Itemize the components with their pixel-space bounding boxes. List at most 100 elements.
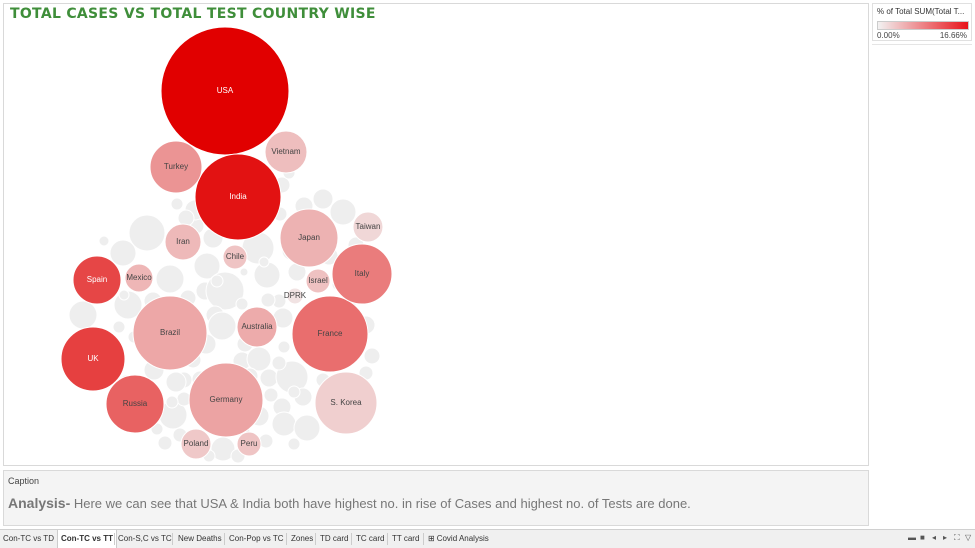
bubble-label-turkey: Turkey — [164, 162, 188, 171]
show-filmstrip-icon[interactable]: ▬ — [908, 533, 916, 542]
bubble-label-australia: Australia — [241, 322, 273, 331]
bubble-unlabeled[interactable] — [258, 256, 270, 268]
bubble-taiwan[interactable] — [352, 211, 384, 243]
bubble-label-poland: Poland — [184, 439, 209, 448]
bubble-unlabeled[interactable] — [263, 387, 279, 403]
fullscreen-icon[interactable]: ⛶ — [954, 533, 960, 542]
tab-con-sc-vs-tc[interactable]: Con-S,C vs TC — [118, 534, 172, 543]
bubble-unlabeled[interactable] — [363, 347, 381, 365]
bubble-australia[interactable] — [236, 306, 278, 348]
bubble-spain[interactable] — [72, 255, 122, 305]
bubble-unlabeled[interactable] — [112, 320, 126, 334]
bubble-unlabeled[interactable] — [128, 214, 166, 252]
bubble-label-chile: Chile — [226, 252, 245, 261]
tab-new-deaths[interactable]: New Deaths — [178, 534, 222, 543]
bubble-unlabeled[interactable] — [165, 371, 187, 393]
bubble-turkey[interactable] — [149, 140, 203, 194]
bubble-unlabeled[interactable] — [165, 395, 179, 409]
bubble-unlabeled[interactable] — [271, 411, 297, 437]
tab-zones[interactable]: Zones — [291, 534, 314, 543]
tab-td-card[interactable]: TD card — [320, 534, 349, 543]
bubble-brazil[interactable] — [132, 295, 208, 371]
bubble-unlabeled[interactable] — [293, 414, 321, 442]
tab-separator — [315, 533, 316, 545]
bubble-unlabeled[interactable] — [210, 274, 224, 288]
tab-separator — [286, 533, 287, 545]
legend-title: % of Total SUM(Total T... — [877, 7, 965, 16]
bubble-label-vietnam: Vietnam — [271, 147, 301, 156]
bubble-dprk[interactable] — [286, 287, 304, 305]
tab-con-tc-vs-td[interactable]: Con-TC vs TD — [3, 534, 54, 543]
bubble-unlabeled[interactable] — [259, 368, 279, 388]
present-mode-icon[interactable]: ▽ — [965, 533, 972, 542]
bubble-label-mexico: Mexico — [126, 273, 152, 282]
bubble-label-france: France — [318, 329, 343, 338]
bubble-peru[interactable] — [236, 431, 262, 457]
bubble-iran[interactable] — [164, 223, 202, 261]
bubble-france[interactable] — [291, 295, 369, 373]
bubble-unlabeled[interactable] — [329, 198, 357, 226]
bubble-unlabeled[interactable] — [193, 252, 221, 280]
viz-title: Total Cases vs Total Test Country Wise — [10, 6, 376, 22]
tab-tc-card[interactable]: TC card — [356, 534, 385, 543]
bubble-label-spain: Spain — [87, 275, 107, 284]
sheet-tab-bar: Con-TC vs TD Con-TC vs TT Con-S,C vs TC … — [0, 529, 975, 548]
bubble-usa[interactable] — [160, 26, 290, 156]
bubble-unlabeled[interactable] — [118, 289, 130, 301]
bubble-israel[interactable] — [305, 268, 331, 294]
tab-con-tc-vs-tt[interactable]: Con-TC vs TT — [57, 530, 117, 548]
caption-text: Analysis- Here we can see that USA & Ind… — [8, 495, 691, 511]
bubble-russia[interactable] — [105, 374, 165, 434]
bubble-label-s-korea: S. Korea — [330, 398, 362, 407]
bubble-unlabeled[interactable] — [235, 297, 249, 311]
bubble-unlabeled[interactable] — [277, 340, 291, 354]
bubble-unlabeled[interactable] — [157, 435, 173, 451]
bubble-unlabeled[interactable] — [246, 346, 272, 372]
tab-separator — [387, 533, 388, 545]
bubble-chart[interactable]: USA India UK Spain Russia France Italy Turkey Br… — [4, 4, 869, 466]
bubble-label-italy: Italy — [355, 269, 370, 278]
bubble-unlabeled[interactable] — [68, 300, 98, 330]
tab-separator — [351, 533, 352, 545]
bubble-poland[interactable] — [180, 428, 212, 460]
bubble-unlabeled[interactable] — [207, 311, 237, 341]
bubble-unlabeled[interactable] — [170, 197, 184, 211]
bubble-unlabeled[interactable] — [287, 385, 301, 399]
bubble-italy[interactable] — [331, 243, 393, 305]
bubble-unlabeled[interactable] — [98, 235, 110, 247]
bubble-unlabeled[interactable] — [177, 209, 195, 227]
color-legend[interactable]: % of Total SUM(Total T... 0.00% 16.66% — [872, 3, 972, 41]
bubble-japan[interactable] — [279, 208, 339, 268]
bubble-unlabeled[interactable] — [239, 267, 249, 277]
bubble-chile[interactable] — [222, 244, 248, 270]
bubble-mexico[interactable] — [124, 263, 154, 293]
bubble-label-germany: Germany — [210, 395, 243, 404]
bubble-unlabeled[interactable] — [155, 264, 185, 294]
bubble-label-peru: Peru — [241, 439, 258, 448]
previous-sheet-icon[interactable]: ▸ — [943, 533, 948, 542]
bubble-label-dprk: DPRK — [284, 291, 307, 300]
first-sheet-icon[interactable]: ◂ — [932, 533, 937, 542]
bubble-label-russia: Russia — [123, 399, 148, 408]
tab-separator — [172, 533, 173, 545]
bubble-label-taiwan: Taiwan — [356, 222, 381, 231]
bubble-unlabeled[interactable] — [260, 292, 276, 308]
legend-gradient-bar — [877, 21, 969, 30]
bubble-s-korea[interactable] — [314, 371, 378, 435]
bubble-label-uk: UK — [87, 354, 99, 363]
tab-covid-analysis[interactable]: ⊞ Covid Analysis — [425, 530, 492, 548]
tab-tt-card[interactable]: TT card — [392, 534, 420, 543]
caption-lead: Analysis- — [8, 495, 71, 511]
bubble-label-india: India — [229, 192, 247, 201]
bubble-unlabeled[interactable] — [109, 239, 137, 267]
bubble-india[interactable] — [194, 153, 282, 241]
bubble-label-brazil: Brazil — [160, 328, 180, 337]
tab-con-pop-vs-tc[interactable]: Con-Pop vs TC — [229, 534, 284, 543]
bubble-germany[interactable] — [188, 362, 264, 438]
show-tabs-icon[interactable]: ■ — [920, 533, 925, 542]
bubble-vietnam[interactable] — [264, 130, 308, 174]
bubble-unlabeled[interactable] — [271, 355, 287, 371]
bubble-uk[interactable] — [60, 326, 126, 392]
bubble-unlabeled[interactable] — [287, 437, 301, 451]
bubble-unlabeled[interactable] — [312, 188, 334, 210]
